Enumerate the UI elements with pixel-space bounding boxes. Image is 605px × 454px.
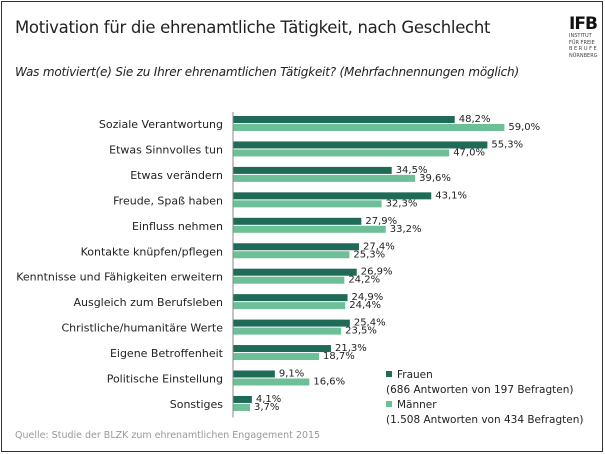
bar-maenner	[233, 276, 345, 284]
data-label: 55,3%	[491, 139, 523, 150]
legend-swatch	[386, 371, 392, 377]
chart-title: Motivation für die ehrenamtliche Tätigke…	[15, 18, 491, 37]
data-label: 24,9%	[352, 292, 384, 303]
legend: Frauen (686 Antworten von 197 Befragten)…	[386, 368, 583, 428]
bar-maenner	[233, 149, 450, 157]
bar-maenner	[233, 302, 346, 310]
data-label: 33,2%	[390, 224, 422, 235]
data-label: 27,9%	[365, 216, 397, 227]
legend-label: Frauen	[397, 369, 433, 381]
legend-swatch	[386, 401, 392, 407]
category-label: Christliche/humanitäre Werte	[61, 322, 223, 335]
bar-maenner	[233, 353, 320, 361]
data-label: 24,2%	[348, 275, 380, 286]
bar-maenner	[233, 174, 416, 182]
bar-maenner	[233, 225, 386, 233]
data-label: 26,9%	[361, 267, 393, 278]
data-label: 39,6%	[419, 173, 451, 184]
data-label: 59,0%	[508, 122, 540, 133]
data-label: 34,5%	[396, 165, 428, 176]
legend-note: (1.508 Antworten von 434 Befragten)	[386, 414, 584, 426]
data-label: 27,4%	[363, 241, 395, 252]
data-label: 43,1%	[435, 190, 467, 201]
legend-note: (686 Antworten von 197 Befragten)	[386, 384, 574, 396]
category-label: Etwas Sinnvolles tun	[109, 143, 223, 156]
category-label: Kontakte knüpfen/pflegen	[81, 245, 223, 258]
data-label: 32,3%	[386, 198, 418, 209]
category-label: Etwas verändern	[130, 169, 223, 182]
data-label: 47,0%	[453, 147, 485, 158]
bar-frauen	[233, 294, 348, 302]
ifb-logo: IFB INSTITUT FÜR FREIE B E R U F E NÜRNBERG	[569, 14, 598, 59]
data-label: 21,3%	[335, 343, 367, 354]
data-label: 23,5%	[345, 326, 377, 337]
bar-frauen	[233, 370, 275, 378]
bar-frauen	[233, 345, 331, 353]
bar-maenner	[233, 403, 251, 411]
bar-frauen	[233, 116, 455, 123]
bar-frauen	[233, 217, 362, 225]
category-label: Politische Einstellung	[107, 373, 223, 386]
category-label: Ausgleich zum Berufsleben	[73, 296, 223, 309]
bar-frauen	[233, 268, 357, 276]
data-label: 9,1%	[279, 369, 304, 380]
bar-maenner	[233, 124, 505, 131]
category-label: Kenntnisse und Fähigkeiten erweitern	[16, 271, 223, 284]
category-label: Freude, Spaß haben	[113, 194, 223, 207]
category-label: Sonstiges	[170, 398, 224, 411]
bar-frauen	[233, 243, 360, 251]
legend-label: Männer	[397, 399, 437, 411]
bar-maenner	[233, 251, 350, 259]
data-label: 16,6%	[313, 377, 345, 388]
bar-maenner	[233, 378, 310, 386]
bar-frauen	[233, 319, 350, 327]
data-label: 25,4%	[354, 318, 386, 329]
bar-frauen	[233, 141, 488, 149]
data-label: 4,1%	[256, 394, 281, 405]
bar-maenner	[233, 327, 342, 335]
category-label: Eigene Betroffenheit	[110, 347, 224, 360]
legend-item-maenner: Männer	[386, 398, 583, 413]
data-label: 25,3%	[353, 249, 385, 260]
bar-frauen	[233, 192, 432, 200]
bar-frauen	[233, 395, 252, 403]
legend-item-frauen: Frauen	[386, 368, 583, 383]
bar-frauen	[233, 166, 392, 174]
source-note: Quelle: Studie der BLZK zum ehrenamtlich…	[15, 430, 321, 441]
bar-maenner	[233, 200, 382, 208]
data-label: 24,4%	[349, 300, 381, 311]
chart-subtitle: Was motiviert(e) Sie zu Ihrer ehrenamtli…	[15, 65, 519, 79]
data-label: 48,2%	[459, 114, 491, 125]
data-label: 3,7%	[254, 402, 279, 413]
data-label: 18,7%	[323, 351, 355, 362]
category-label: Soziale Verantwortung	[99, 118, 223, 131]
category-label: Einfluss nehmen	[132, 220, 223, 233]
